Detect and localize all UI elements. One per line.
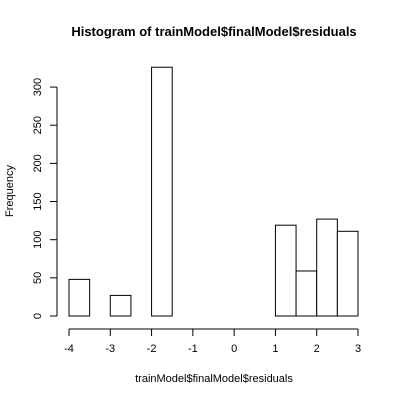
histogram-bar-4 (151, 66, 173, 317)
x-tick-label: -2 (147, 343, 157, 355)
y-tick-label: 150 (32, 192, 44, 210)
y-tick-label: 300 (32, 78, 44, 96)
histogram-bar-11 (295, 270, 318, 317)
histogram-bar-12 (316, 218, 338, 317)
x-tick-label: -1 (188, 343, 198, 355)
y-axis-label: Frequency (4, 165, 16, 217)
chart-title: Histogram of trainModel$finalModel$resid… (71, 24, 356, 39)
x-tick-label: 3 (355, 343, 361, 355)
histogram-bar-2 (109, 294, 132, 317)
x-tick-label: 2 (314, 343, 320, 355)
x-tick-label: -4 (64, 343, 74, 355)
x-axis: -4 -3 -2 -1 0 1 2 3 (64, 328, 361, 355)
x-tick-label: 1 (272, 343, 278, 355)
y-tick-label: 250 (32, 116, 44, 134)
x-axis-label: trainModel$finalModel$residuals (135, 373, 293, 385)
bars-group (68, 66, 359, 317)
histogram-bar-10 (274, 224, 297, 317)
y-tick-label: 200 (32, 154, 44, 172)
y-axis: 0 50 100 150 200 250 300 (32, 78, 58, 319)
histogram-bar-0 (68, 278, 91, 317)
y-tick-label: 100 (32, 231, 44, 249)
y-tick-label: 50 (32, 272, 44, 284)
x-tick-label: -3 (105, 343, 115, 355)
histogram-bar-13 (336, 230, 359, 317)
x-tick-label: 0 (231, 343, 237, 355)
y-tick-label: 0 (32, 313, 44, 319)
